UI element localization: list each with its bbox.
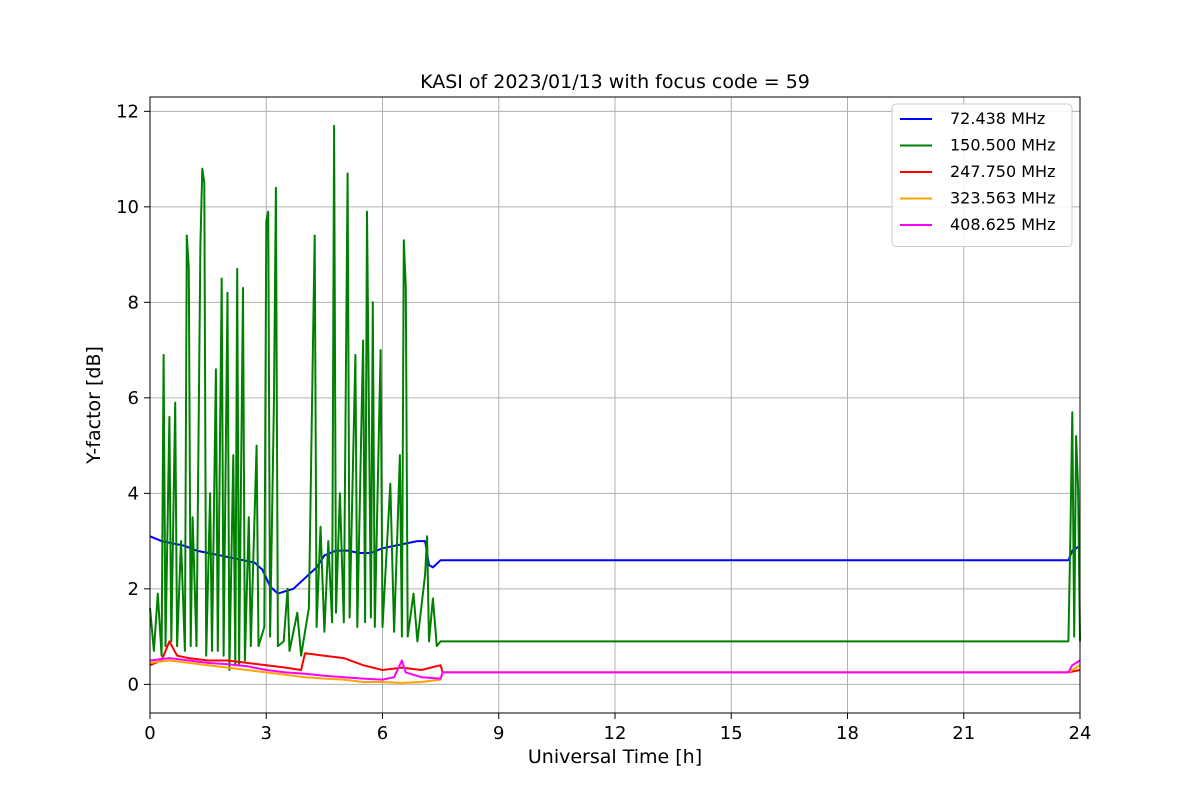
series-line-2	[149, 640, 1081, 674]
series-line-4	[149, 657, 1081, 681]
x-tick-label: 9	[493, 723, 504, 744]
legend: 72.438 MHz 150.500 MHz 247.750 MHz 323.563 …	[891, 103, 1073, 247]
legend-label: 247.750 MHz	[950, 162, 1055, 181]
y-tick-label: 2	[128, 579, 139, 600]
y-tick-label: 0	[128, 674, 139, 695]
y-tick-label: 4	[128, 483, 139, 504]
x-tick-label: 18	[836, 723, 859, 744]
x-tick-label: 15	[720, 723, 743, 744]
legend-label: 323.563 MHz	[950, 189, 1055, 208]
series-layer	[149, 124, 1081, 684]
legend-box	[891, 103, 1073, 247]
legend-label: 72.438 MHz	[950, 109, 1045, 128]
y-tick-label: 8	[128, 292, 139, 313]
x-tick-label: 24	[1069, 723, 1092, 744]
x-tick-label: 21	[952, 723, 975, 744]
y-tick-label: 6	[128, 388, 139, 409]
x-axis-title: Universal Time [h]	[528, 746, 702, 768]
x-tick-label: 3	[261, 723, 272, 744]
y-axis-title: Y-factor [dB]	[83, 346, 105, 465]
chart-title: KASI of 2023/01/13 with focus code = 59	[420, 71, 810, 93]
y-tick-label: 10	[116, 197, 139, 218]
legend-label: 150.500 MHz	[950, 136, 1055, 155]
legend-label: 408.625 MHz	[950, 215, 1055, 234]
y-tick-label: 12	[116, 101, 139, 122]
x-tick-label: 0	[144, 723, 155, 744]
x-tick-label: 12	[604, 723, 627, 744]
series-line-1	[149, 124, 1081, 671]
x-tick-label: 6	[377, 723, 388, 744]
